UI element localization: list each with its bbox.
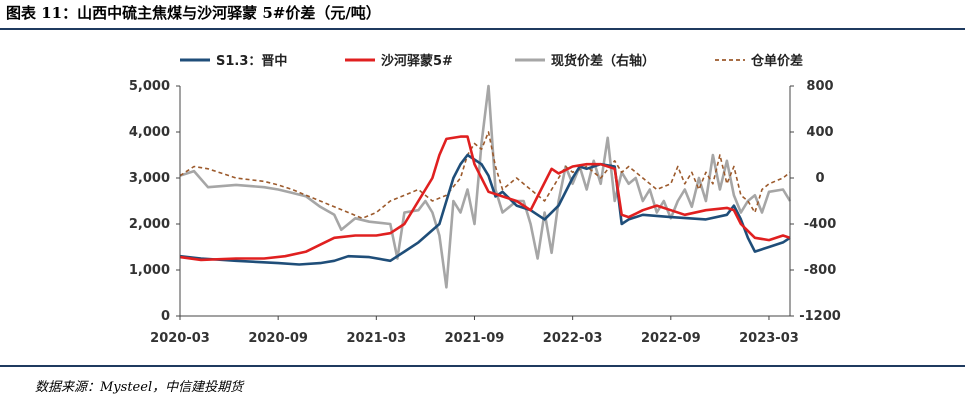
x-tick-label: 2023-03 [739, 331, 799, 346]
x-tick-label: 2022-03 [543, 331, 603, 346]
y-left-tick-label: 4,000 [129, 125, 170, 140]
chart-title: 图表 11：山西中硫主焦煤与沙河驿蒙 5#价差（元/吨） [6, 4, 381, 22]
y-left-tick-label: 2,000 [129, 217, 170, 232]
legend-label-2: 现货价差（右轴） [551, 53, 655, 69]
y-left-tick-label: 5,000 [129, 79, 170, 94]
y-right-tick-label: -400 [804, 217, 837, 232]
legend-label-1: 沙河驿蒙5# [381, 53, 453, 69]
y-left-tick-label: 3,000 [129, 171, 170, 186]
x-tick-label: 2020-09 [248, 331, 308, 346]
legend: S1.3：晋中 沙河驿蒙5# 现货价差（右轴） 仓单价差 [180, 53, 803, 69]
y-left-tick-label: 1,000 [129, 263, 170, 278]
legend-label-3: 仓单价差 [750, 53, 803, 69]
top-divider [0, 28, 965, 30]
series-line-2 [179, 84, 792, 289]
x-tick-label: 2021-09 [445, 331, 505, 346]
series-line-3 [179, 131, 791, 220]
y-left-tick-label: 0 [161, 309, 170, 324]
legend-label-0: S1.3：晋中 [216, 53, 287, 69]
source-note: 数据来源：Mysteel，中信建投期货 [35, 380, 244, 395]
x-tick-label: 2020-03 [150, 331, 210, 346]
x-tick-label: 2021-03 [346, 331, 406, 346]
series-line-1 [179, 135, 791, 262]
y-right-tick-label: 800 [806, 79, 833, 94]
bottom-divider [0, 365, 965, 367]
series-line-0 [179, 153, 791, 266]
y-right-tick-label: 0 [815, 171, 824, 186]
plot-area [179, 84, 792, 289]
y-right-tick-label: -800 [804, 263, 837, 278]
x-tick-label: 2022-09 [641, 331, 701, 346]
y-right-tick-label: -1200 [799, 309, 841, 324]
axes: 0 1,000 2,000 3,000 4,000 5,000 -1200 -800 -400 0… [129, 79, 841, 346]
y-right-tick-label: 400 [806, 125, 833, 140]
